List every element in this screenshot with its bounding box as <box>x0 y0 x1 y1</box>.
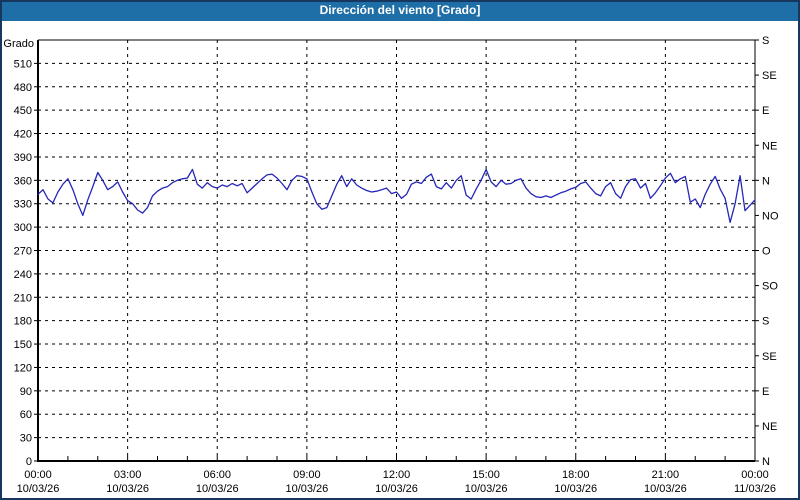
compass-label: SE <box>762 351 777 363</box>
y-tick-label: 120 <box>14 362 32 374</box>
compass-label: NO <box>762 210 779 222</box>
chart-title: Dirección del viento [Grado] <box>319 3 481 17</box>
compass-label: E <box>762 386 769 398</box>
y-tick-label: 180 <box>14 316 32 328</box>
y-tick-label: 0 <box>26 456 32 468</box>
wind-direction-line <box>37 168 756 224</box>
y-tick-label: 150 <box>14 339 32 351</box>
compass-label: O <box>762 246 771 258</box>
x-tick-date-label: 11/03/26 <box>734 483 776 495</box>
compass-label: S <box>762 316 769 328</box>
x-tick-time-label: 15:00 <box>472 469 500 481</box>
x-tick-time-label: 12:00 <box>383 469 411 481</box>
compass-label: N <box>762 175 770 187</box>
x-tick-date-label: 10/03/26 <box>375 483 418 495</box>
y-tick-label: 300 <box>14 222 32 234</box>
y-tick-label: 90 <box>20 386 32 398</box>
x-tick-date-label: 10/03/26 <box>554 483 597 495</box>
x-tick-time-label: 06:00 <box>203 469 231 481</box>
x-tick-date-label: 10/03/26 <box>285 483 328 495</box>
x-tick-date-label: 10/03/26 <box>106 483 149 495</box>
y-axis-label: Grado <box>3 38 34 50</box>
compass-label: N <box>762 456 770 468</box>
x-tick-date-label: 10/03/26 <box>17 483 60 495</box>
x-tick-time-label: 00:00 <box>741 469 769 481</box>
compass-label: S <box>762 35 769 47</box>
compass-label: NE <box>762 421 777 433</box>
y-tick-label: 390 <box>14 152 32 164</box>
compass-label: SO <box>762 281 778 293</box>
window-titlebar: Dirección del viento [Grado] <box>0 0 800 21</box>
y-tick-label: 60 <box>20 409 32 421</box>
x-tick-date-label: 10/03/26 <box>196 483 239 495</box>
compass-label: NE <box>762 140 777 152</box>
x-tick-date-label: 10/03/26 <box>644 483 687 495</box>
x-tick-time-label: 18:00 <box>562 469 590 481</box>
x-tick-time-label: 03:00 <box>114 469 142 481</box>
y-tick-label: 330 <box>14 199 32 211</box>
x-tick-time-label: 00:00 <box>24 469 52 481</box>
y-tick-label: 240 <box>14 269 32 281</box>
y-tick-label: 270 <box>14 246 32 258</box>
y-tick-label: 210 <box>14 292 32 304</box>
x-tick-time-label: 21:00 <box>652 469 680 481</box>
y-tick-label: 510 <box>14 58 32 70</box>
compass-label: SE <box>762 70 777 82</box>
y-tick-label: 450 <box>14 105 32 117</box>
x-tick-date-label: 10/03/26 <box>465 483 508 495</box>
y-tick-label: 30 <box>20 433 32 445</box>
compass-label: E <box>762 105 769 117</box>
y-tick-label: 360 <box>14 175 32 187</box>
y-tick-label: 480 <box>14 82 32 94</box>
y-tick-label: 420 <box>14 129 32 141</box>
x-tick-time-label: 09:00 <box>293 469 321 481</box>
